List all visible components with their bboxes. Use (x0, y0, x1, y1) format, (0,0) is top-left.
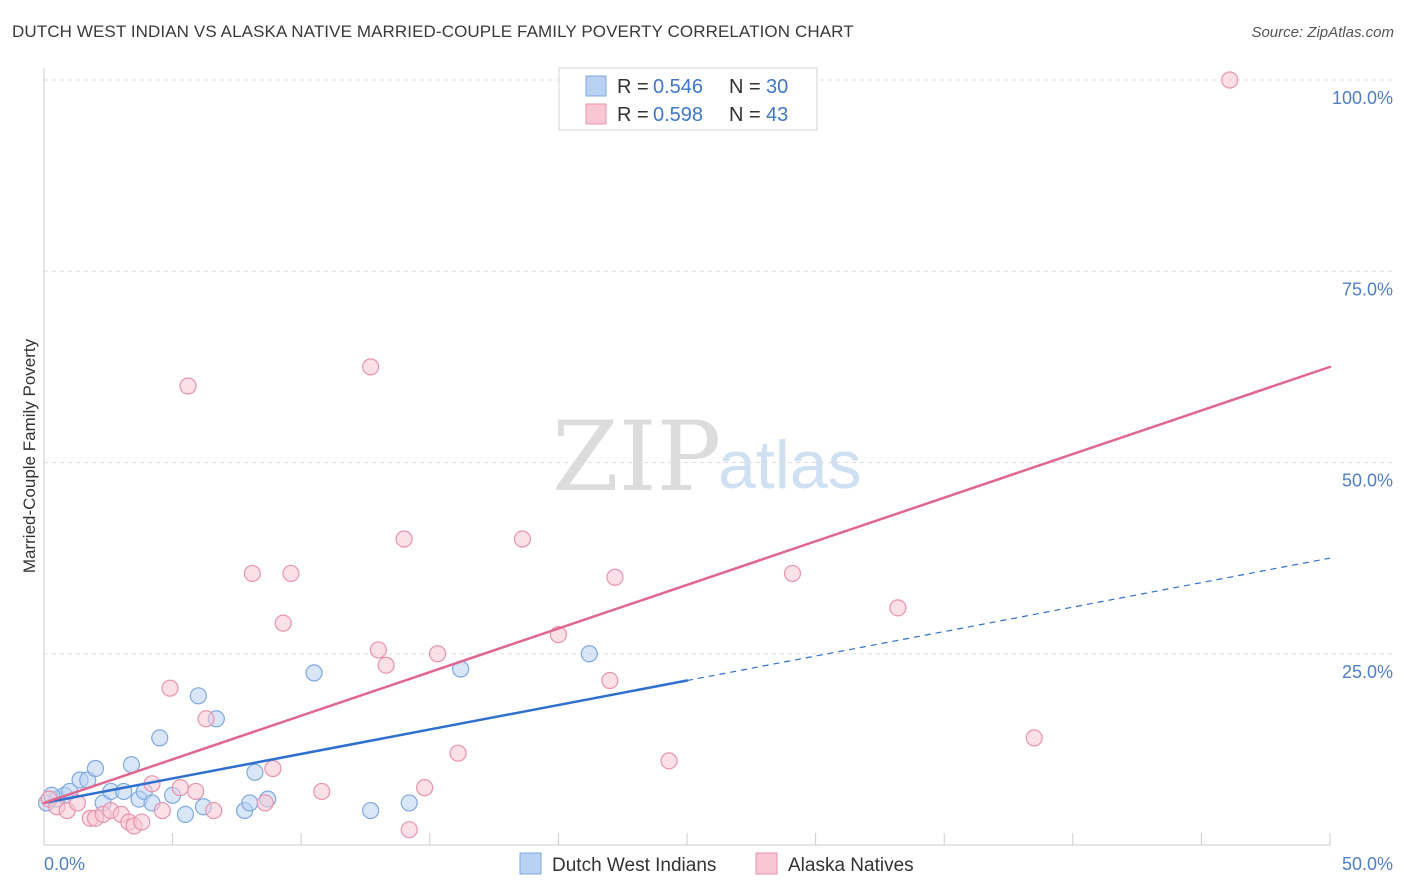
point-dutch-west-indians (151, 729, 169, 747)
point-alaska-natives (161, 679, 179, 697)
point-alaska-natives (264, 759, 282, 778)
bottom-legend-label-dutch-west-indians: Dutch West Indians (552, 855, 716, 876)
correlation-legend: R = 0.546 N = 30 R = 0.598 N = 43 (558, 67, 818, 131)
point-alaska-natives (171, 779, 189, 797)
point-alaska-natives (243, 564, 261, 583)
point-alaska-natives (68, 794, 87, 812)
point-alaska-natives (205, 801, 223, 820)
point-alaska-natives (369, 641, 387, 659)
point-alaska-natives (889, 599, 907, 617)
point-alaska-natives (1221, 71, 1239, 89)
legend-n-label-pink: N = (729, 104, 761, 126)
series-legend: Dutch West Indians Alaska Natives (519, 852, 914, 876)
point-alaska-natives (513, 530, 531, 548)
legend-r-value-blue: 0.546 (653, 76, 703, 98)
legend-r-value-pink: 0.598 (653, 104, 703, 126)
legend-n-label-blue: N = (729, 76, 761, 98)
point-alaska-natives (783, 564, 802, 583)
bottom-legend-swatch-blue (519, 852, 542, 875)
point-alaska-natives (256, 794, 274, 812)
point-dutch-west-indians (189, 687, 207, 705)
point-dutch-west-indians (362, 801, 380, 820)
point-dutch-west-indians (580, 645, 598, 663)
point-alaska-natives (606, 568, 624, 586)
point-alaska-natives (179, 377, 197, 395)
point-alaska-natives (400, 821, 418, 839)
y-tick-labels: 25.0% 50.0% 75.0% 100.0% (1332, 88, 1393, 682)
chart-title: DUTCH WEST INDIAN VS ALASKA NATIVE MARRI… (12, 22, 854, 41)
point-dutch-west-indians (241, 794, 259, 812)
point-dutch-west-indians (305, 664, 323, 682)
point-alaska-natives (601, 671, 619, 690)
point-alaska-natives (449, 744, 467, 762)
trend-line-alaska-natives (42, 365, 1332, 805)
point-alaska-natives (362, 358, 380, 376)
trend-line-extension-dutch-west-indians (686, 557, 1331, 682)
trend-lines (42, 365, 1332, 805)
bottom-legend-swatch-pink (755, 852, 778, 875)
point-dutch-west-indians (86, 759, 105, 778)
legend-r-label-pink: R = (617, 104, 649, 126)
point-dutch-west-indians (400, 794, 418, 812)
point-alaska-natives (282, 564, 300, 583)
point-alaska-natives (428, 645, 447, 663)
watermark-atlas: atlas (718, 427, 862, 503)
point-dutch-west-indians (246, 763, 264, 781)
watermark-zip: ZIP (552, 401, 721, 513)
x-tick-marks (172, 833, 1331, 845)
y-axis-label: Married-Couple Family Poverty (20, 338, 39, 573)
legend-r-label-blue: R = (617, 76, 649, 98)
source-credit: Source: ZipAtlas.com (1251, 24, 1394, 41)
point-alaska-natives (377, 656, 395, 674)
legend-swatch-blue (585, 75, 607, 97)
point-dutch-west-indians (176, 805, 195, 824)
point-alaska-natives (274, 614, 292, 632)
y-tick-label-75: 75.0% (1342, 279, 1393, 299)
point-alaska-natives (133, 813, 151, 831)
legend-swatch-pink (585, 103, 607, 125)
y-tick-label-50: 50.0% (1342, 471, 1393, 491)
series-alaska-natives (40, 71, 1239, 839)
legend-n-value-blue: 30 (766, 76, 788, 98)
y-tick-label-100: 100.0% (1332, 88, 1393, 108)
trend-line-dutch-west-indians (42, 679, 689, 805)
point-alaska-natives (660, 752, 678, 770)
point-alaska-natives (153, 801, 171, 820)
point-alaska-natives (197, 710, 215, 728)
legend-n-value-pink: 43 (766, 104, 788, 126)
point-alaska-natives (1025, 729, 1043, 747)
point-alaska-natives (313, 782, 331, 801)
x-tick-label-max: 50.0% (1342, 854, 1393, 874)
point-alaska-natives (187, 782, 205, 801)
point-alaska-natives (416, 779, 434, 797)
x-tick-label-min: 0.0% (44, 854, 85, 874)
point-alaska-natives (395, 530, 413, 548)
y-tick-label-25: 25.0% (1342, 662, 1393, 682)
bottom-legend-label-alaska-natives: Alaska Natives (788, 855, 914, 876)
